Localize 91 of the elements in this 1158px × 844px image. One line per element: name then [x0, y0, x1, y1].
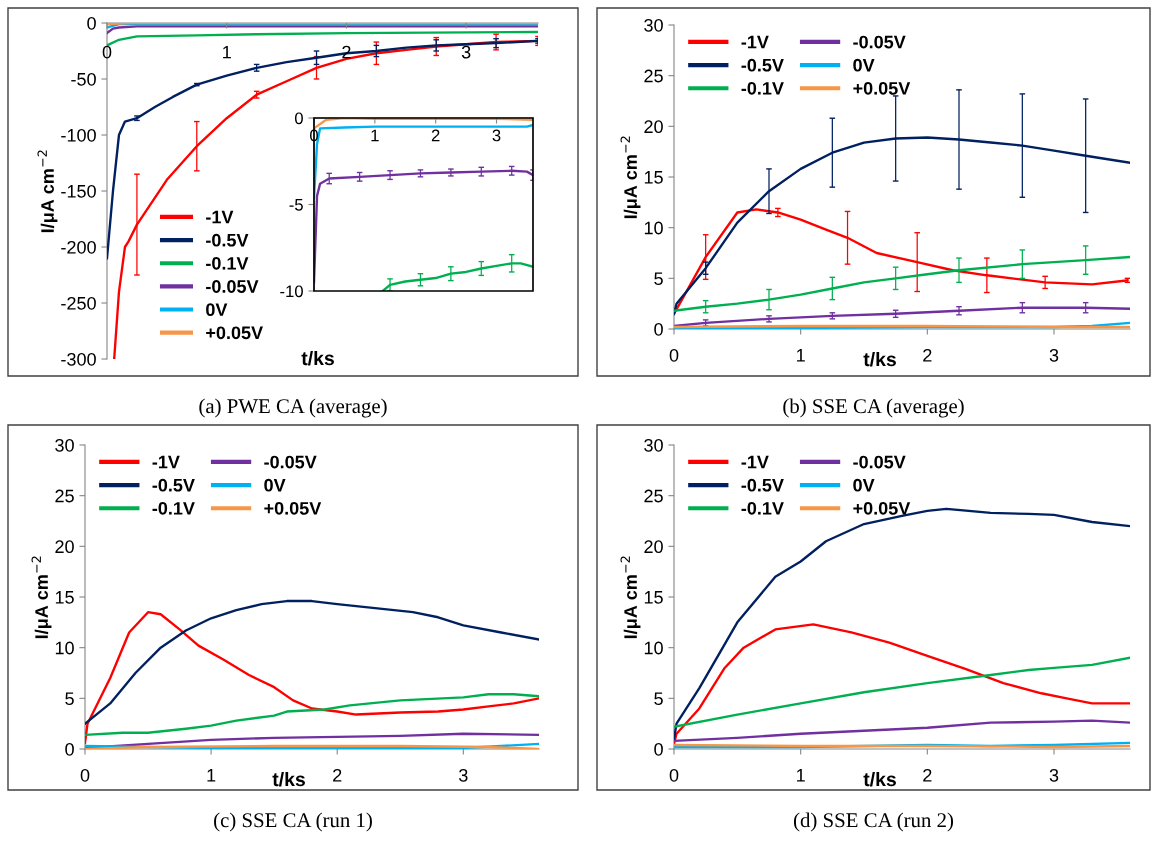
x-axis-title: t/ks [863, 351, 896, 367]
legend-label: +0.05V [853, 501, 911, 515]
y-tick-label: -100 [61, 128, 96, 142]
x-tick-label: 1 [797, 769, 805, 782]
y-tick-label: 0 [654, 322, 663, 336]
y-tick-label: -10 [280, 285, 303, 298]
y-axis-title: I/μA cm$^{−2}$ [31, 556, 52, 639]
line-series [674, 719, 1130, 743]
line-series [85, 611, 539, 745]
legend-label: -1V [152, 455, 180, 469]
x-tick-label: 3 [1049, 348, 1059, 362]
legend-label: -1V [206, 210, 234, 224]
legend-label: -0.05V [853, 455, 906, 469]
x-tick-label: 1 [371, 129, 379, 142]
y-tick-label: 5 [654, 272, 663, 286]
y-tick-label: 30 [55, 438, 74, 452]
line-series [85, 599, 539, 725]
y-axis-title: I/μA cm$^{−2}$ [620, 556, 641, 639]
y-tick-label: 20 [644, 540, 663, 554]
x-tick-label: 2 [923, 348, 932, 362]
y-tick-label: -300 [61, 352, 96, 366]
legend-label: -0.5V [152, 478, 195, 492]
y-tick-label: 0 [65, 742, 74, 756]
legend-label: -1V [741, 455, 769, 469]
line-series [674, 656, 1130, 728]
legend-label: -0.5V [741, 58, 784, 72]
legend-label: 0V [853, 58, 875, 72]
y-tick-label: -50 [71, 72, 96, 86]
legend-label: 0V [264, 478, 286, 492]
legend-label: +0.05V [853, 81, 911, 95]
text: (c) SSE CA (run 1) [214, 812, 372, 832]
y-tick-label: 15 [644, 591, 663, 604]
y-tick-label: 20 [55, 540, 74, 554]
x-tick-label: 0 [102, 45, 112, 59]
legend-label: -0.1V [741, 81, 784, 95]
legend-label: -0.05V [206, 280, 259, 293]
y-tick-label: 10 [644, 641, 663, 655]
x-tick-label: 0 [669, 768, 679, 782]
line-series [107, 30, 538, 47]
y-tick-label: 25 [55, 489, 74, 503]
y-tick-label: 15 [644, 171, 663, 184]
legend-label: +0.05V [264, 501, 322, 515]
y-tick-label: -5 [289, 199, 303, 211]
legend-label: 0V [853, 478, 875, 492]
y-tick-label: 10 [55, 641, 74, 655]
x-axis-title: t/ks [863, 771, 896, 787]
x-tick-label: 2 [923, 768, 932, 782]
text: (a) PWE CA (average) [199, 398, 387, 418]
x-tick-label: 0 [669, 348, 679, 362]
x-tick-label: 1 [207, 769, 216, 782]
legend-label: -0.05V [264, 455, 317, 469]
legend-label: -0.5V [741, 478, 784, 492]
x-tick-label: 1 [797, 349, 805, 362]
legend-label: -0.1V [152, 501, 195, 515]
legend-label: -0.1V [741, 501, 784, 515]
x-tick-label: 3 [459, 768, 468, 782]
y-tick-label: 0 [294, 112, 303, 125]
y-tick-label: -250 [61, 296, 96, 310]
x-tick-label: 3 [1049, 768, 1059, 782]
x-axis-title: t/ks [301, 350, 334, 366]
legend-label: -0.1V [206, 256, 249, 270]
legend-label: +0.05V [206, 326, 263, 340]
x-tick-label: 3 [492, 129, 501, 142]
x-axis-title: t/ks [272, 771, 305, 787]
x-tick-label: 1 [223, 45, 231, 59]
y-axis-title: I/μA cm$^{−2}$ [37, 150, 58, 233]
x-tick-label: 3 [461, 45, 471, 59]
y-tick-label: 30 [644, 18, 663, 32]
y-axis-title: I/μA cm$^{−2}$ [620, 136, 641, 219]
legend-label: -1V [741, 35, 769, 49]
y-tick-label: 0 [654, 742, 663, 756]
text: (d) SSE CA (run 2) [793, 812, 954, 832]
y-tick-label: -150 [61, 184, 96, 198]
y-tick-label: 15 [55, 591, 74, 604]
legend-label: -0.5V [206, 233, 249, 247]
y-tick-label: 5 [654, 692, 663, 706]
y-tick-label: 25 [644, 489, 663, 503]
legend-label: -0.05V [853, 35, 906, 49]
line-series [85, 693, 539, 736]
y-tick-label: 20 [644, 120, 663, 134]
y-tick-label: 10 [644, 221, 663, 235]
x-tick-label: 2 [431, 129, 440, 142]
x-tick-label: 2 [333, 768, 342, 782]
text: (b) SSE CA (average) [783, 398, 964, 418]
y-tick-label: 25 [644, 69, 663, 83]
y-tick-label: -200 [61, 240, 96, 254]
line-series [674, 623, 1130, 746]
y-tick-label: 0 [87, 16, 96, 30]
y-tick-label: 30 [644, 438, 663, 452]
legend-label: 0V [206, 303, 228, 317]
y-tick-label: 5 [65, 692, 74, 706]
